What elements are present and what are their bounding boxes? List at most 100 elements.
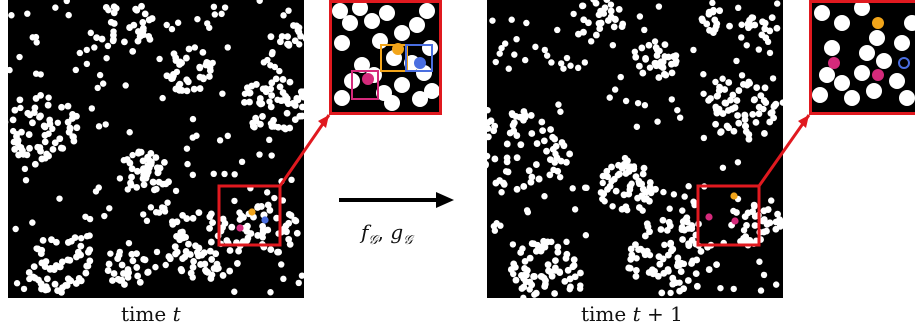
particle xyxy=(18,128,25,136)
particle xyxy=(751,222,759,229)
particle xyxy=(12,225,19,233)
particle xyxy=(128,250,136,258)
particle xyxy=(711,26,719,33)
particle xyxy=(278,178,285,185)
particle xyxy=(772,281,780,288)
particle xyxy=(45,94,52,101)
particle xyxy=(75,274,83,282)
particle xyxy=(606,94,613,101)
particle xyxy=(24,10,31,17)
particle xyxy=(70,133,77,141)
particle xyxy=(632,241,639,249)
particle xyxy=(716,83,723,91)
particle xyxy=(203,58,211,66)
particle xyxy=(134,272,142,280)
zoom-particle xyxy=(819,67,835,83)
particle xyxy=(668,69,676,77)
zoom-particle xyxy=(824,40,840,56)
f-symbol: f xyxy=(361,220,369,244)
particle xyxy=(638,180,646,188)
particle xyxy=(661,41,669,49)
caption-time-t-prefix: time xyxy=(121,302,173,326)
particle xyxy=(39,237,47,244)
particle xyxy=(138,2,145,10)
particle-magenta-2 xyxy=(731,217,739,225)
particle xyxy=(221,4,229,11)
particle xyxy=(766,219,774,227)
zoom-particle xyxy=(409,17,425,33)
particle xyxy=(199,48,207,56)
particle xyxy=(58,103,65,111)
particle xyxy=(619,164,627,172)
particle xyxy=(705,266,713,273)
transition-arrowhead xyxy=(436,192,454,208)
particle xyxy=(21,165,29,173)
zoom-particle xyxy=(876,53,892,69)
particle xyxy=(249,122,257,130)
particle xyxy=(174,19,182,26)
particle xyxy=(189,214,197,222)
particle xyxy=(667,241,674,248)
particle xyxy=(13,133,20,140)
particle xyxy=(152,263,159,271)
particle xyxy=(197,261,204,268)
particle xyxy=(124,266,132,273)
particle xyxy=(587,38,595,45)
particle xyxy=(168,218,176,226)
particle xyxy=(496,50,503,57)
particle xyxy=(498,44,505,52)
particle xyxy=(655,3,663,10)
particle xyxy=(590,0,597,3)
particle xyxy=(557,108,564,115)
zoom-particle xyxy=(894,35,910,51)
particle xyxy=(534,241,541,249)
particle xyxy=(125,239,133,247)
particle xyxy=(206,213,214,221)
particle xyxy=(551,290,558,297)
particle xyxy=(268,152,275,159)
particle xyxy=(231,171,238,178)
particle xyxy=(136,33,144,40)
particle xyxy=(183,215,191,222)
zoom-box-blue xyxy=(405,44,433,72)
particle xyxy=(646,228,653,236)
particle xyxy=(279,76,287,83)
particle xyxy=(206,67,214,74)
particle xyxy=(152,209,160,216)
particle xyxy=(574,64,582,72)
particle xyxy=(741,122,749,130)
particle xyxy=(725,124,733,132)
zoom-particle xyxy=(334,90,350,106)
particle xyxy=(660,188,667,196)
particle xyxy=(667,289,674,297)
particle xyxy=(507,266,515,273)
particle xyxy=(176,80,184,88)
particle xyxy=(576,285,584,292)
particle xyxy=(135,149,142,157)
particle xyxy=(622,170,630,177)
particle xyxy=(498,189,505,196)
particle xyxy=(200,249,208,257)
particle xyxy=(487,106,491,114)
particle xyxy=(653,46,661,54)
zoom-particle-blue-outline xyxy=(898,57,910,69)
particle xyxy=(73,124,81,132)
particle xyxy=(571,206,579,213)
particle xyxy=(205,73,213,80)
particle xyxy=(685,183,692,190)
particle xyxy=(721,86,729,93)
particle xyxy=(9,116,17,124)
particle xyxy=(217,240,225,248)
particle xyxy=(218,10,225,18)
zoom-particle-orange xyxy=(872,17,884,29)
particle xyxy=(54,287,62,294)
particle xyxy=(635,246,642,254)
caption-time-t1-suffix: + 1 xyxy=(640,302,683,326)
particle xyxy=(88,105,96,112)
particle xyxy=(744,20,752,28)
particle xyxy=(144,153,152,161)
particle xyxy=(501,40,509,47)
particle xyxy=(235,247,242,255)
particle xyxy=(725,79,733,86)
particle xyxy=(29,34,36,41)
